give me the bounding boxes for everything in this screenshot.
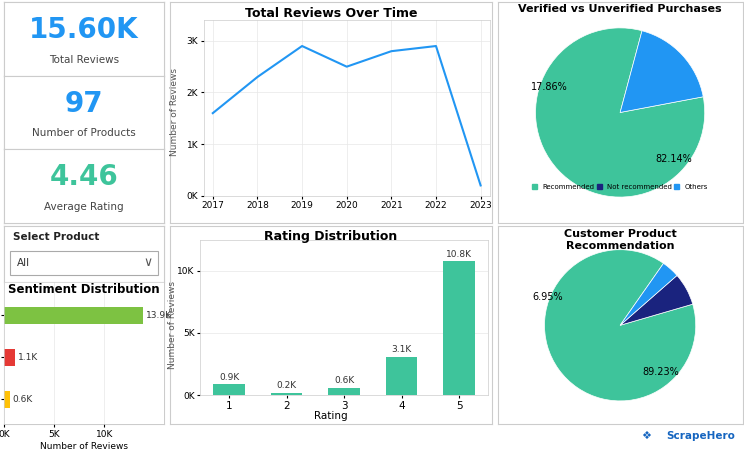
Bar <box>4 349 15 365</box>
Bar <box>328 387 360 395</box>
Text: 0.9K: 0.9K <box>219 373 239 382</box>
Text: 89.23%: 89.23% <box>643 367 679 377</box>
Text: ScrapeHero: ScrapeHero <box>666 431 735 441</box>
Text: Number of Reviews: Number of Reviews <box>170 69 179 156</box>
Bar <box>214 384 245 395</box>
Text: ∨: ∨ <box>144 256 153 269</box>
Text: 1.1K: 1.1K <box>18 353 38 362</box>
Text: Average Rating: Average Rating <box>44 202 124 211</box>
Text: Select Product: Select Product <box>13 233 100 242</box>
Legend: Recommended, Not recommended, Others: Recommended, Not recommended, Others <box>530 181 711 193</box>
Text: All: All <box>16 258 30 268</box>
Text: 3.1K: 3.1K <box>391 345 411 354</box>
Text: Sentiment Distribution: Sentiment Distribution <box>8 283 160 296</box>
Text: ❖: ❖ <box>641 431 651 441</box>
Text: 97: 97 <box>65 90 103 118</box>
Bar <box>443 261 475 395</box>
Wedge shape <box>620 31 703 113</box>
Bar <box>386 357 417 395</box>
Text: 13.9K: 13.9K <box>147 311 173 320</box>
Wedge shape <box>620 275 693 325</box>
Bar <box>271 392 302 395</box>
Text: 0.2K: 0.2K <box>277 381 297 390</box>
Text: Number of Reviews: Number of Reviews <box>168 282 177 369</box>
Text: Number of Products: Number of Products <box>32 128 136 138</box>
Text: Rating Distribution: Rating Distribution <box>264 230 398 243</box>
Text: Rating: Rating <box>314 411 348 421</box>
Text: 15.60K: 15.60K <box>29 16 139 44</box>
X-axis label: Number of Reviews: Number of Reviews <box>40 442 128 449</box>
Bar <box>4 307 144 324</box>
Wedge shape <box>620 264 677 325</box>
Text: 0.6K: 0.6K <box>13 395 33 404</box>
Text: 17.86%: 17.86% <box>531 82 568 92</box>
Bar <box>4 391 10 408</box>
Text: Verified vs Unverified Purchases: Verified vs Unverified Purchases <box>519 4 722 14</box>
Text: Total Reviews Over Time: Total Reviews Over Time <box>245 7 417 20</box>
Text: 6.95%: 6.95% <box>533 291 563 302</box>
Text: 82.14%: 82.14% <box>655 154 693 164</box>
Text: 10.8K: 10.8K <box>446 250 472 259</box>
Text: Total Reviews: Total Reviews <box>49 55 119 65</box>
Wedge shape <box>545 250 696 401</box>
Text: Customer Product
Recommendation: Customer Product Recommendation <box>564 229 676 251</box>
Wedge shape <box>536 28 705 197</box>
Text: 0.6K: 0.6K <box>334 376 354 385</box>
Text: 4.46: 4.46 <box>50 163 118 191</box>
